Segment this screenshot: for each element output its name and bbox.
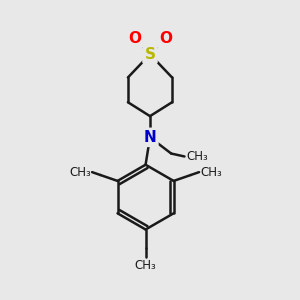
Text: CH₃: CH₃ bbox=[200, 166, 222, 178]
Text: CH₃: CH₃ bbox=[69, 166, 91, 178]
Text: CH₃: CH₃ bbox=[186, 150, 208, 163]
Text: N: N bbox=[144, 130, 156, 145]
Text: S: S bbox=[145, 47, 155, 62]
Text: O: O bbox=[128, 31, 141, 46]
Text: O: O bbox=[159, 31, 172, 46]
Text: CH₃: CH₃ bbox=[135, 259, 157, 272]
